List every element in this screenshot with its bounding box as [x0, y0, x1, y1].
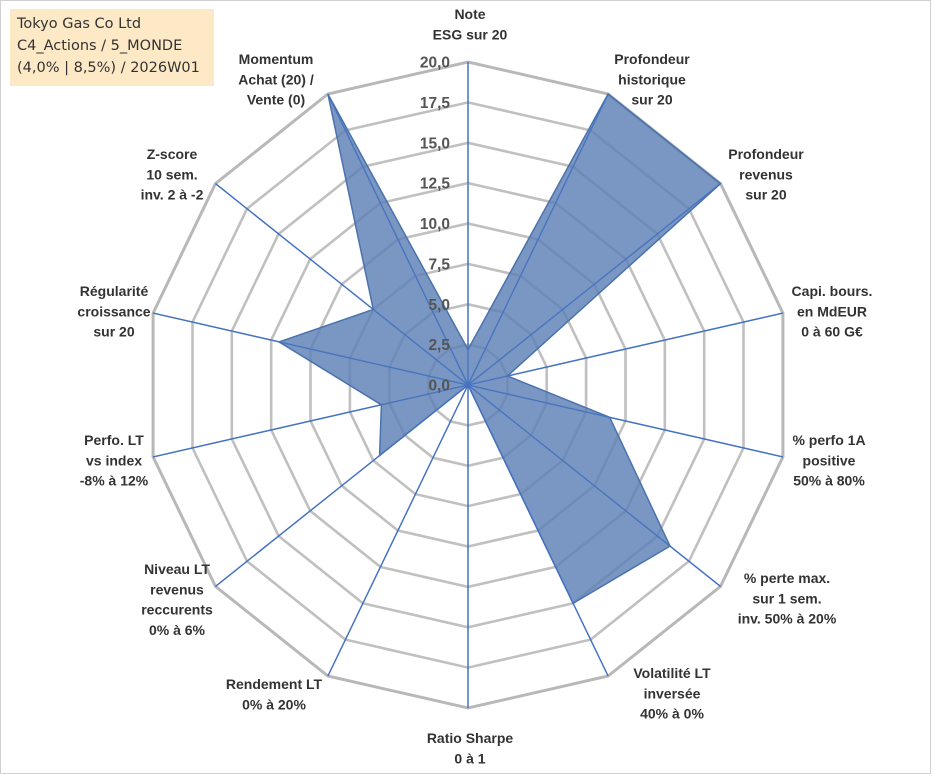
- axis-spoke-overlay: [467, 183, 721, 386]
- axis-label-line: revenus: [739, 166, 793, 182]
- axis-label: Capi. bours. en MdEUR 0 à 60 G€: [792, 283, 873, 340]
- tick-label: 7,5: [428, 256, 450, 273]
- axis-label-line: sur 20: [745, 187, 786, 203]
- tick-label: 2,5: [428, 337, 450, 354]
- axis-spoke-overlay: [327, 93, 469, 386]
- axis-label-line: Capi. bours.: [792, 283, 873, 299]
- axis-label-line: Rendement LT: [226, 676, 323, 692]
- axis-label-line: inv. 50% à 20%: [738, 611, 837, 627]
- axis-label-line: Niveau LT: [144, 561, 210, 577]
- axis-label-line: ESG sur 20: [433, 26, 508, 42]
- axis-label-line: 40% à 0%: [640, 706, 704, 722]
- axis-labels: Note ESG sur 20 Profondeur historique sur 20…: [77, 6, 872, 766]
- stats-week: (4,0% | 8,5%) / 2026W01: [17, 60, 200, 76]
- radar-series: [152, 62, 784, 708]
- axis-label-line: sur 20: [631, 92, 672, 108]
- company-name: Tokyo Gas Co Ltd: [17, 16, 142, 32]
- radial-tick-labels: 0,0 2,5 5,0 7,5 10,0 12,5 15,0 17,5 20,0: [420, 55, 451, 395]
- axis-label-line: inversée: [644, 685, 701, 701]
- axis-spoke-overlay: [215, 183, 469, 386]
- axis-label: Volatilité LT inversée 40% à 0%: [633, 665, 711, 722]
- tick-label: 15,0: [420, 135, 450, 152]
- axis-label: Rendement LT 0% à 20%: [226, 676, 323, 712]
- axis-label: Perfo. LT vs index -8% à 12%: [80, 432, 149, 489]
- axis-label: Niveau LT revenus reccurents 0% à 6%: [141, 561, 213, 638]
- tick-label: 12,5: [420, 176, 451, 193]
- axis-label-line: -8% à 12%: [80, 473, 149, 489]
- axis-label: Profondeur revenus sur 20: [728, 146, 804, 203]
- axis-spoke-overlay: [152, 384, 469, 458]
- axis-spoke-overlay: [327, 384, 469, 677]
- axis-label-line: revenus: [150, 581, 204, 597]
- axis-label-line: Volatilité LT: [633, 665, 711, 681]
- axis-label-line: 0% à 20%: [242, 696, 306, 712]
- axis-label-line: historique: [618, 71, 686, 87]
- axis-label: % perfo 1A positive 50% à 80%: [792, 432, 865, 489]
- axis-label-line: en MdEUR: [797, 303, 867, 319]
- axis-label-line: Perfo. LT: [84, 432, 144, 448]
- portfolio-path: C4_Actions / 5_MONDE: [17, 38, 183, 54]
- axis-label-line: Achat (20) /: [238, 71, 314, 87]
- security-info-box: Tokyo Gas Co Ltd C4_Actions / 5_MONDE (4…: [10, 9, 214, 86]
- tick-label: 17,5: [420, 95, 451, 112]
- axis-spoke-overlay: [467, 384, 784, 458]
- tick-label: 10,0: [420, 216, 450, 233]
- axis-label: Note ESG sur 20: [433, 6, 508, 42]
- axis-label-line: 0% à 6%: [149, 622, 206, 638]
- series-area: [277, 92, 722, 605]
- axis-spoke-overlay: [467, 384, 609, 677]
- axis-label-line: 0 à 60 G€: [801, 324, 863, 340]
- tick-label: 0,0: [428, 378, 450, 395]
- axis-label-line: Note: [454, 6, 485, 22]
- axis-label-line: Profondeur: [614, 51, 690, 67]
- axis-label: % perte max. sur 1 sem. inv. 50% à 20%: [738, 570, 837, 627]
- axis-label-line: % perte max.: [744, 570, 830, 586]
- axis-label: Z-score 10 sem. inv. 2 à -2: [141, 146, 204, 203]
- axis-label-line: 10 sem.: [146, 166, 197, 182]
- axis-label: Momentum Achat (20) / Vente (0): [238, 51, 314, 108]
- axis-label-line: Ratio Sharpe: [427, 730, 514, 746]
- axis-spoke-overlay: [152, 312, 469, 386]
- axis-label: Profondeur historique sur 20: [614, 51, 690, 108]
- axis-label: Régularité croissance sur 20: [77, 283, 150, 340]
- axis-spoke-overlay: [467, 312, 784, 386]
- axis-label-line: 0 à 1: [454, 750, 485, 766]
- axis-label-line: Profondeur: [728, 146, 804, 162]
- axis-label-line: % perfo 1A: [792, 432, 865, 448]
- axis-label: Ratio Sharpe 0 à 1: [427, 730, 514, 766]
- axis-spoke-overlay: [467, 93, 609, 386]
- axis-label-line: Z-score: [147, 146, 198, 162]
- tick-label: 20,0: [420, 55, 450, 72]
- axis-label-line: croissance: [77, 303, 150, 319]
- axis-label-line: Régularité: [80, 283, 149, 299]
- axis-label-line: 50% à 80%: [793, 473, 865, 489]
- axis-label-line: Vente (0): [247, 92, 305, 108]
- axis-label-line: Momentum: [239, 51, 314, 67]
- axis-spoke-overlay: [215, 384, 469, 587]
- axis-label-line: reccurents: [141, 602, 213, 618]
- axis-label-line: inv. 2 à -2: [141, 187, 204, 203]
- axis-label-line: sur 1 sem.: [752, 590, 821, 606]
- axis-label-line: vs index: [86, 452, 142, 468]
- axis-label-line: sur 20: [93, 324, 134, 340]
- axis-spoke-overlay: [467, 384, 721, 587]
- tick-label: 5,0: [428, 297, 450, 314]
- axis-label-line: positive: [803, 452, 856, 468]
